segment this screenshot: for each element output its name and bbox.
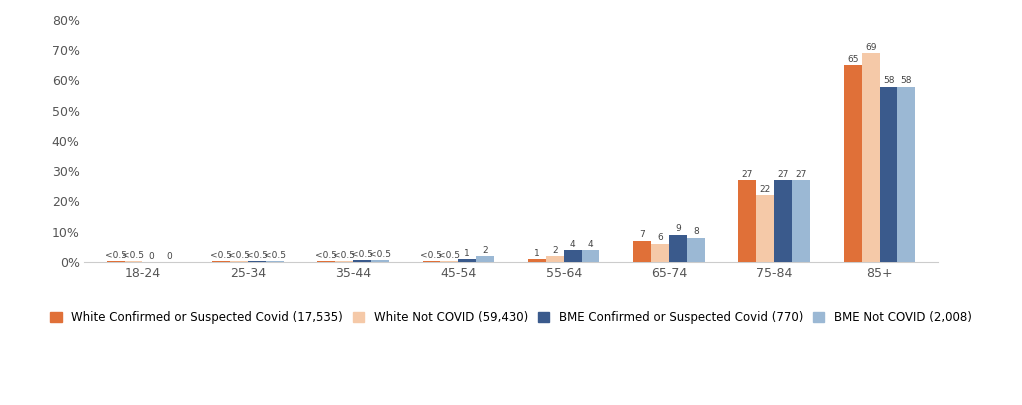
Text: 1: 1 — [533, 249, 540, 258]
Text: 7: 7 — [639, 230, 645, 239]
Text: 22: 22 — [759, 185, 771, 194]
Text: 69: 69 — [865, 43, 877, 52]
Text: <0.5: <0.5 — [351, 250, 373, 259]
Bar — [564, 250, 582, 262]
Bar — [422, 261, 440, 262]
Bar — [527, 259, 546, 262]
Bar — [106, 261, 125, 262]
Bar — [669, 234, 687, 262]
Text: <0.5: <0.5 — [210, 251, 232, 260]
Bar — [317, 261, 335, 262]
Text: 58: 58 — [883, 76, 894, 85]
Bar — [862, 53, 880, 262]
Bar — [844, 65, 862, 262]
Text: <0.5: <0.5 — [315, 251, 337, 260]
Bar — [739, 180, 756, 262]
Text: 65: 65 — [847, 55, 858, 64]
Bar — [897, 87, 916, 262]
Text: 58: 58 — [900, 76, 913, 85]
Text: <0.5: <0.5 — [420, 251, 443, 260]
Text: 0: 0 — [148, 252, 154, 261]
Bar — [335, 261, 353, 262]
Text: <0.5: <0.5 — [369, 250, 390, 259]
Text: 4: 4 — [588, 239, 594, 249]
Text: 27: 27 — [778, 170, 789, 179]
Text: <0.5: <0.5 — [245, 251, 268, 260]
Text: 8: 8 — [693, 228, 699, 237]
Text: 27: 27 — [742, 170, 753, 179]
Text: 6: 6 — [657, 234, 663, 243]
Bar — [546, 256, 564, 262]
Bar — [792, 180, 810, 262]
Bar — [582, 250, 600, 262]
Text: 2: 2 — [482, 245, 489, 255]
Bar — [651, 244, 669, 262]
Bar — [458, 259, 476, 262]
Text: 4: 4 — [570, 239, 575, 249]
Legend: White Confirmed or Suspected Covid (17,535), White Not COVID (59,430), BME Confi: White Confirmed or Suspected Covid (17,5… — [46, 306, 976, 328]
Text: <0.5: <0.5 — [333, 251, 355, 260]
Bar — [687, 238, 705, 262]
Text: <0.5: <0.5 — [438, 251, 460, 260]
Text: 9: 9 — [676, 224, 681, 233]
Text: 0: 0 — [167, 252, 172, 261]
Text: 1: 1 — [464, 249, 470, 258]
Bar — [634, 241, 651, 262]
Bar — [353, 260, 371, 262]
Bar — [247, 261, 266, 262]
Bar — [125, 261, 142, 262]
Bar — [371, 260, 388, 262]
Text: <0.5: <0.5 — [228, 251, 249, 260]
Text: 27: 27 — [795, 170, 806, 179]
Bar — [775, 180, 792, 262]
Bar — [476, 256, 495, 262]
Bar — [266, 261, 283, 262]
Text: <0.5: <0.5 — [123, 251, 144, 260]
Text: <0.5: <0.5 — [264, 251, 285, 260]
Bar — [440, 261, 458, 262]
Bar — [212, 261, 230, 262]
Text: 2: 2 — [552, 245, 558, 255]
Bar — [880, 87, 897, 262]
Bar — [756, 195, 775, 262]
Text: <0.5: <0.5 — [104, 251, 127, 260]
Bar — [230, 261, 247, 262]
